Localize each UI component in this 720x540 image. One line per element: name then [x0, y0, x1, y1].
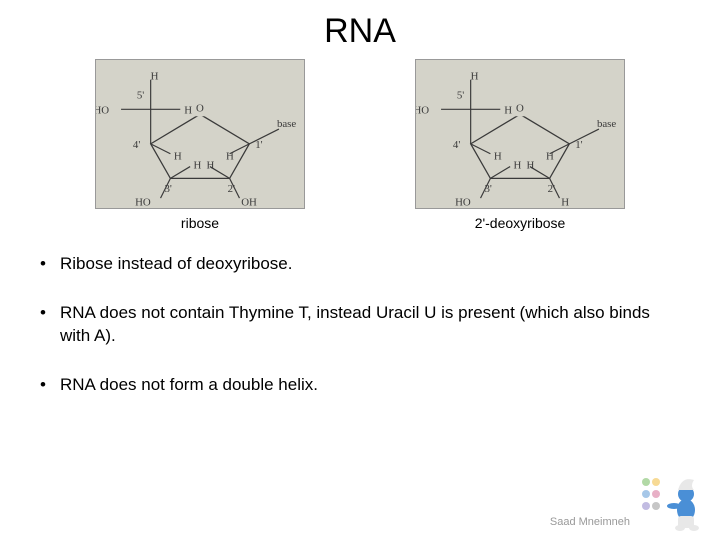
svg-text:H: H — [504, 104, 512, 116]
ribose-panel: 4'O1'2'3'H5'HOHbaseHHHOHOHH ribose — [60, 59, 340, 231]
svg-text:2': 2' — [548, 183, 555, 195]
svg-text:5': 5' — [137, 89, 144, 101]
svg-text:H: H — [471, 71, 479, 83]
svg-text:H: H — [526, 159, 534, 171]
svg-text:5': 5' — [457, 89, 464, 101]
bullet-item: Ribose instead of deoxyribose. — [40, 253, 680, 276]
svg-text:4': 4' — [133, 139, 140, 151]
bullet-item: RNA does not contain Thymine T, instead … — [40, 302, 680, 348]
svg-text:OH: OH — [241, 197, 257, 209]
chem-image-row: 4'O1'2'3'H5'HOHbaseHHHOHOHH ribose 4'O1'… — [0, 59, 720, 231]
svg-text:HO: HO — [135, 197, 151, 209]
svg-text:HO: HO — [415, 104, 429, 116]
svg-text:H: H — [226, 150, 234, 162]
svg-text:H: H — [546, 150, 554, 162]
svg-text:HO: HO — [95, 104, 109, 116]
svg-text:H: H — [151, 71, 159, 83]
svg-text:base: base — [597, 118, 616, 130]
svg-text:H: H — [194, 159, 202, 171]
bullet-item: RNA does not form a double helix. — [40, 374, 680, 397]
deoxyribose-structure: 4'O1'2'3'H5'HOHbaseHHHOHHH — [415, 59, 625, 209]
svg-text:H: H — [561, 197, 569, 209]
svg-text:base: base — [277, 118, 296, 130]
svg-text:4': 4' — [453, 139, 460, 151]
svg-text:H: H — [514, 159, 522, 171]
ribose-structure: 4'O1'2'3'H5'HOHbaseHHHOHOHH — [95, 59, 305, 209]
svg-text:H: H — [174, 150, 182, 162]
svg-text:O: O — [196, 102, 204, 114]
svg-text:H: H — [184, 104, 192, 116]
svg-text:H: H — [206, 159, 214, 171]
page-title: RNA — [0, 0, 720, 59]
svg-text:HO: HO — [455, 197, 471, 209]
svg-text:O: O — [516, 102, 524, 114]
svg-text:H: H — [494, 150, 502, 162]
bullet-list: Ribose instead of deoxyribose. RNA does … — [0, 231, 720, 397]
author-credit: Saad Mneimneh — [550, 516, 630, 528]
smurf-decor-icon — [638, 472, 712, 532]
svg-text:2': 2' — [228, 183, 235, 195]
ribose-caption: ribose — [181, 215, 219, 231]
deoxyribose-caption: 2'-deoxyribose — [475, 215, 566, 231]
deoxyribose-panel: 4'O1'2'3'H5'HOHbaseHHHOHHH 2'-deoxyribos… — [380, 59, 660, 231]
